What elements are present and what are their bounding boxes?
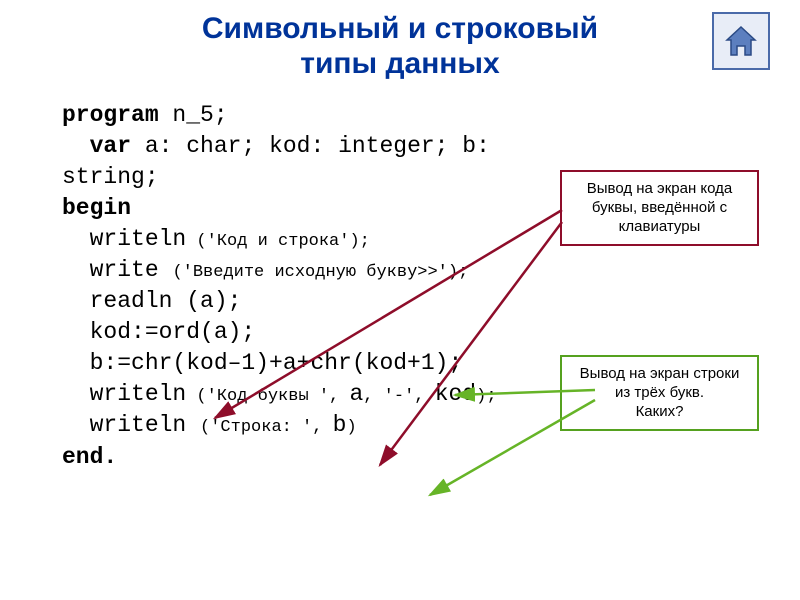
code-l11d: )	[346, 418, 356, 437]
code-l2b: a: char; kod: integer; b:	[131, 133, 490, 159]
code-l10f: );	[476, 387, 496, 406]
code-l6a: write	[90, 257, 173, 283]
code-l10c: a	[349, 381, 363, 407]
code-l7: readln (a);	[90, 288, 242, 314]
code-l11b: ('Строка: ',	[200, 418, 333, 437]
title-line1: Символьный и строковый	[202, 12, 598, 45]
code-l5a: writeln	[90, 226, 187, 252]
kw-begin: begin	[62, 193, 497, 224]
code-l11a: writeln	[90, 412, 200, 438]
home-button[interactable]	[712, 12, 770, 70]
title-line2: типы данных	[300, 47, 499, 80]
code-l9: b:=chr(kod–1)+a+chr(kod+1);	[90, 350, 463, 376]
kw-var: var	[90, 133, 131, 159]
code-l5b: ('Код и строка');	[186, 232, 370, 251]
code-l10b: ('Код буквы ',	[186, 387, 349, 406]
code-l10a: writeln	[90, 381, 187, 407]
callout-green-text: Вывод на экран строки из трёх букв. Каки…	[580, 365, 740, 420]
code-l10e: kod	[435, 381, 476, 407]
code-l6b: ('Введите исходную букву>>');	[172, 263, 468, 282]
callout-green: Вывод на экран строки из трёх букв. Каки…	[560, 355, 759, 431]
kw-end: end.	[62, 442, 497, 473]
callout-red-text: Вывод на экран кода буквы, введённой с к…	[587, 180, 733, 235]
kw-program: program	[62, 102, 159, 128]
callout-red: Вывод на экран кода буквы, введённой с к…	[560, 170, 759, 246]
code-block: program n_5; var a: char; kod: integer; …	[62, 100, 497, 473]
code-l10d: , '-',	[363, 387, 434, 406]
home-icon	[721, 21, 761, 61]
code-l3: string;	[62, 162, 497, 193]
slide-title: Символьный и строковый типы данных	[0, 0, 800, 81]
code-l8: kod:=ord(a);	[90, 319, 256, 345]
code-l1b: n_5;	[159, 102, 228, 128]
code-l11c: b	[333, 412, 347, 438]
